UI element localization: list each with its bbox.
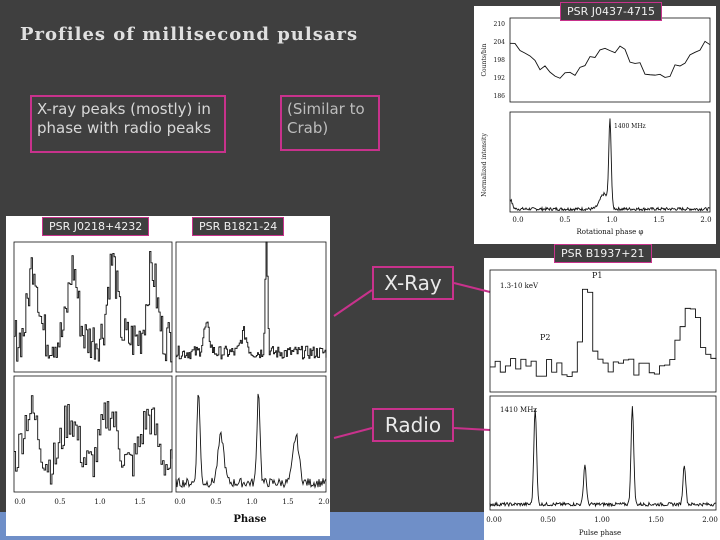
figure-text: 0.0 xyxy=(512,216,523,224)
figure-text: 1.5 xyxy=(653,216,664,224)
profile-trace xyxy=(176,241,327,360)
figure-text: 0.5 xyxy=(559,216,570,224)
figure-text: 1400 MHz xyxy=(614,123,646,130)
figure-text: 1410 MHz xyxy=(500,406,537,414)
figure-text: P2 xyxy=(540,333,550,342)
pulsar-label: PSR J0218+4232 xyxy=(42,217,150,236)
figure-text: 2.00 xyxy=(702,516,718,524)
pulsar-label: PSR B1937+21 xyxy=(554,244,652,263)
profile-trace xyxy=(509,118,711,212)
figure-text: 1.5 xyxy=(134,498,145,506)
profile-trace xyxy=(489,406,717,508)
figure-text: 0.5 xyxy=(210,498,221,506)
figure-text: P1 xyxy=(592,271,602,280)
figure-text: 192 xyxy=(494,75,506,82)
arrows xyxy=(333,282,491,439)
callout: X-Ray xyxy=(372,266,454,300)
figure-text: 0.0 xyxy=(174,498,185,506)
profile-trace xyxy=(509,40,711,79)
figure-text: Rotational phase φ xyxy=(577,228,644,236)
profile-trace xyxy=(14,250,173,363)
figure-text: 2.0 xyxy=(700,216,711,224)
figure-text: 0.00 xyxy=(486,516,502,524)
figure-text: 2.0 xyxy=(318,498,329,506)
profile-trace xyxy=(175,393,327,489)
figure-b1937 xyxy=(484,258,720,540)
figure-text: 1.0 xyxy=(606,216,617,224)
pulsar-label: PSR B1821-24 xyxy=(192,217,285,236)
arrow xyxy=(453,282,491,293)
plot-frame xyxy=(175,375,327,493)
figure-text: 1.0 xyxy=(246,498,257,506)
figure-text: 0.50 xyxy=(540,516,556,524)
plot-frame xyxy=(13,241,173,373)
figure-text: Counts/bin xyxy=(481,43,488,76)
profile-trace xyxy=(490,288,717,377)
figure-text: Pulse phase xyxy=(579,529,621,537)
plot-frame xyxy=(175,241,327,373)
figure-text: 1.00 xyxy=(594,516,610,524)
plot-frame xyxy=(13,375,173,493)
figure-text: 210 xyxy=(494,21,506,28)
figure-text: Normalized intensity xyxy=(481,133,488,197)
text-box: X-ray peaks (mostly) in phase with radio… xyxy=(30,95,226,153)
figure-text: 186 xyxy=(494,93,506,100)
profile-trace xyxy=(14,395,173,485)
callout: Radio xyxy=(372,408,454,442)
figure-text: 1.50 xyxy=(648,516,664,524)
figure-text: Phase xyxy=(233,514,266,525)
figure-j0437 xyxy=(474,6,716,244)
arrow xyxy=(453,427,491,431)
pulsar-label: PSR J0437-4715 xyxy=(560,2,662,21)
figure-text: 1.3-10 keV xyxy=(500,282,539,290)
figure-text: 204 xyxy=(494,39,506,46)
figure-text: 0.0 xyxy=(14,498,25,506)
arrow xyxy=(333,289,373,317)
plot-frame xyxy=(489,395,717,511)
plot-frame xyxy=(489,269,717,393)
text-box: (Similar to Crab) xyxy=(280,95,380,151)
figure-text: 0.5 xyxy=(54,498,65,506)
plot-frame xyxy=(509,111,711,213)
arrow xyxy=(333,427,373,439)
figure-text: 1.5 xyxy=(282,498,293,506)
slide-title: Profiles of millisecond pulsars xyxy=(20,24,359,45)
figure-text: 198 xyxy=(494,57,506,64)
figure-text: 1.0 xyxy=(94,498,105,506)
